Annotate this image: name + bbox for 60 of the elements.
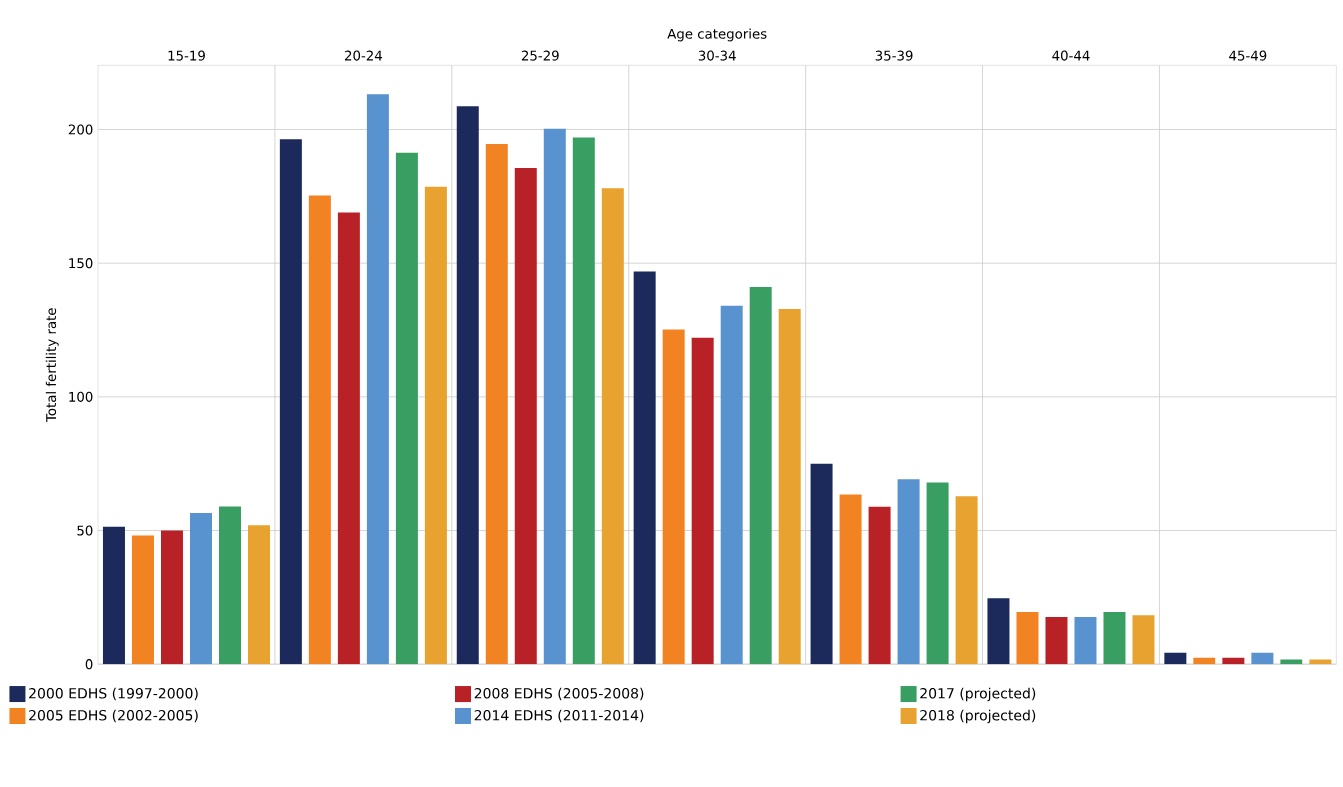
y-tick-label: 100 (69, 391, 93, 402)
bar (366, 94, 389, 665)
bar (778, 308, 801, 665)
bar (601, 188, 624, 665)
x-tick-label: 40-44 (1052, 50, 1090, 61)
bar (691, 337, 714, 665)
x-tick-label: 35-39 (875, 50, 913, 61)
bar (1074, 617, 1097, 665)
x-tick-label: 20-24 (344, 50, 382, 61)
bar (424, 186, 447, 665)
bar (868, 506, 891, 665)
legend-label: 2014 EDHS (2011-2014) (474, 709, 644, 723)
x-tick-label: 45-49 (1229, 50, 1267, 61)
bar (131, 535, 154, 665)
bar (514, 168, 537, 665)
bar (1164, 652, 1187, 665)
legend-label: 2018 (projected) (920, 709, 1036, 724)
x-tick-label: 15-19 (168, 50, 205, 61)
bar (1132, 615, 1155, 665)
bar (1045, 617, 1068, 665)
bar (633, 271, 656, 665)
legend-label: 2000 EDHS (1997-2000) (29, 687, 198, 701)
bar (337, 212, 360, 665)
bar (189, 513, 212, 665)
bar (987, 598, 1010, 665)
bar (395, 152, 418, 665)
bar (248, 525, 270, 665)
legend-label: 2008 EDHS (2005-2008) (474, 687, 644, 701)
y-tick-label: 150 (69, 258, 93, 269)
bar (955, 496, 978, 665)
bar (456, 106, 479, 665)
x-axis-title: Age categories (667, 28, 767, 42)
bar (1222, 657, 1245, 665)
bar (1016, 612, 1039, 665)
bar (485, 144, 508, 665)
bar (810, 463, 833, 665)
bar (572, 137, 595, 665)
bar (1103, 612, 1126, 665)
x-tick-label: 25-29 (521, 50, 559, 61)
y-tick-label: 50 (77, 525, 93, 536)
bar (1251, 652, 1274, 665)
bar (749, 287, 772, 665)
y-tick-label: 200 (68, 124, 93, 135)
bar (160, 530, 183, 665)
bar (102, 526, 125, 665)
bar (308, 195, 331, 665)
y-axis-title: Total fertility rate (45, 308, 59, 423)
legend-label: 2017 (projected) (920, 687, 1036, 702)
bar (926, 482, 949, 665)
bar (662, 329, 685, 665)
bar (543, 128, 566, 665)
bar (897, 479, 920, 665)
bar (279, 139, 302, 665)
y-tick-label: 0 (85, 659, 93, 670)
bar (1193, 657, 1216, 665)
bar (218, 506, 241, 665)
bar (839, 494, 862, 665)
legend-label: 2005 EDHS (2002-2005) (29, 709, 198, 723)
bar (720, 305, 743, 665)
x-tick-label: 30-34 (698, 50, 736, 61)
